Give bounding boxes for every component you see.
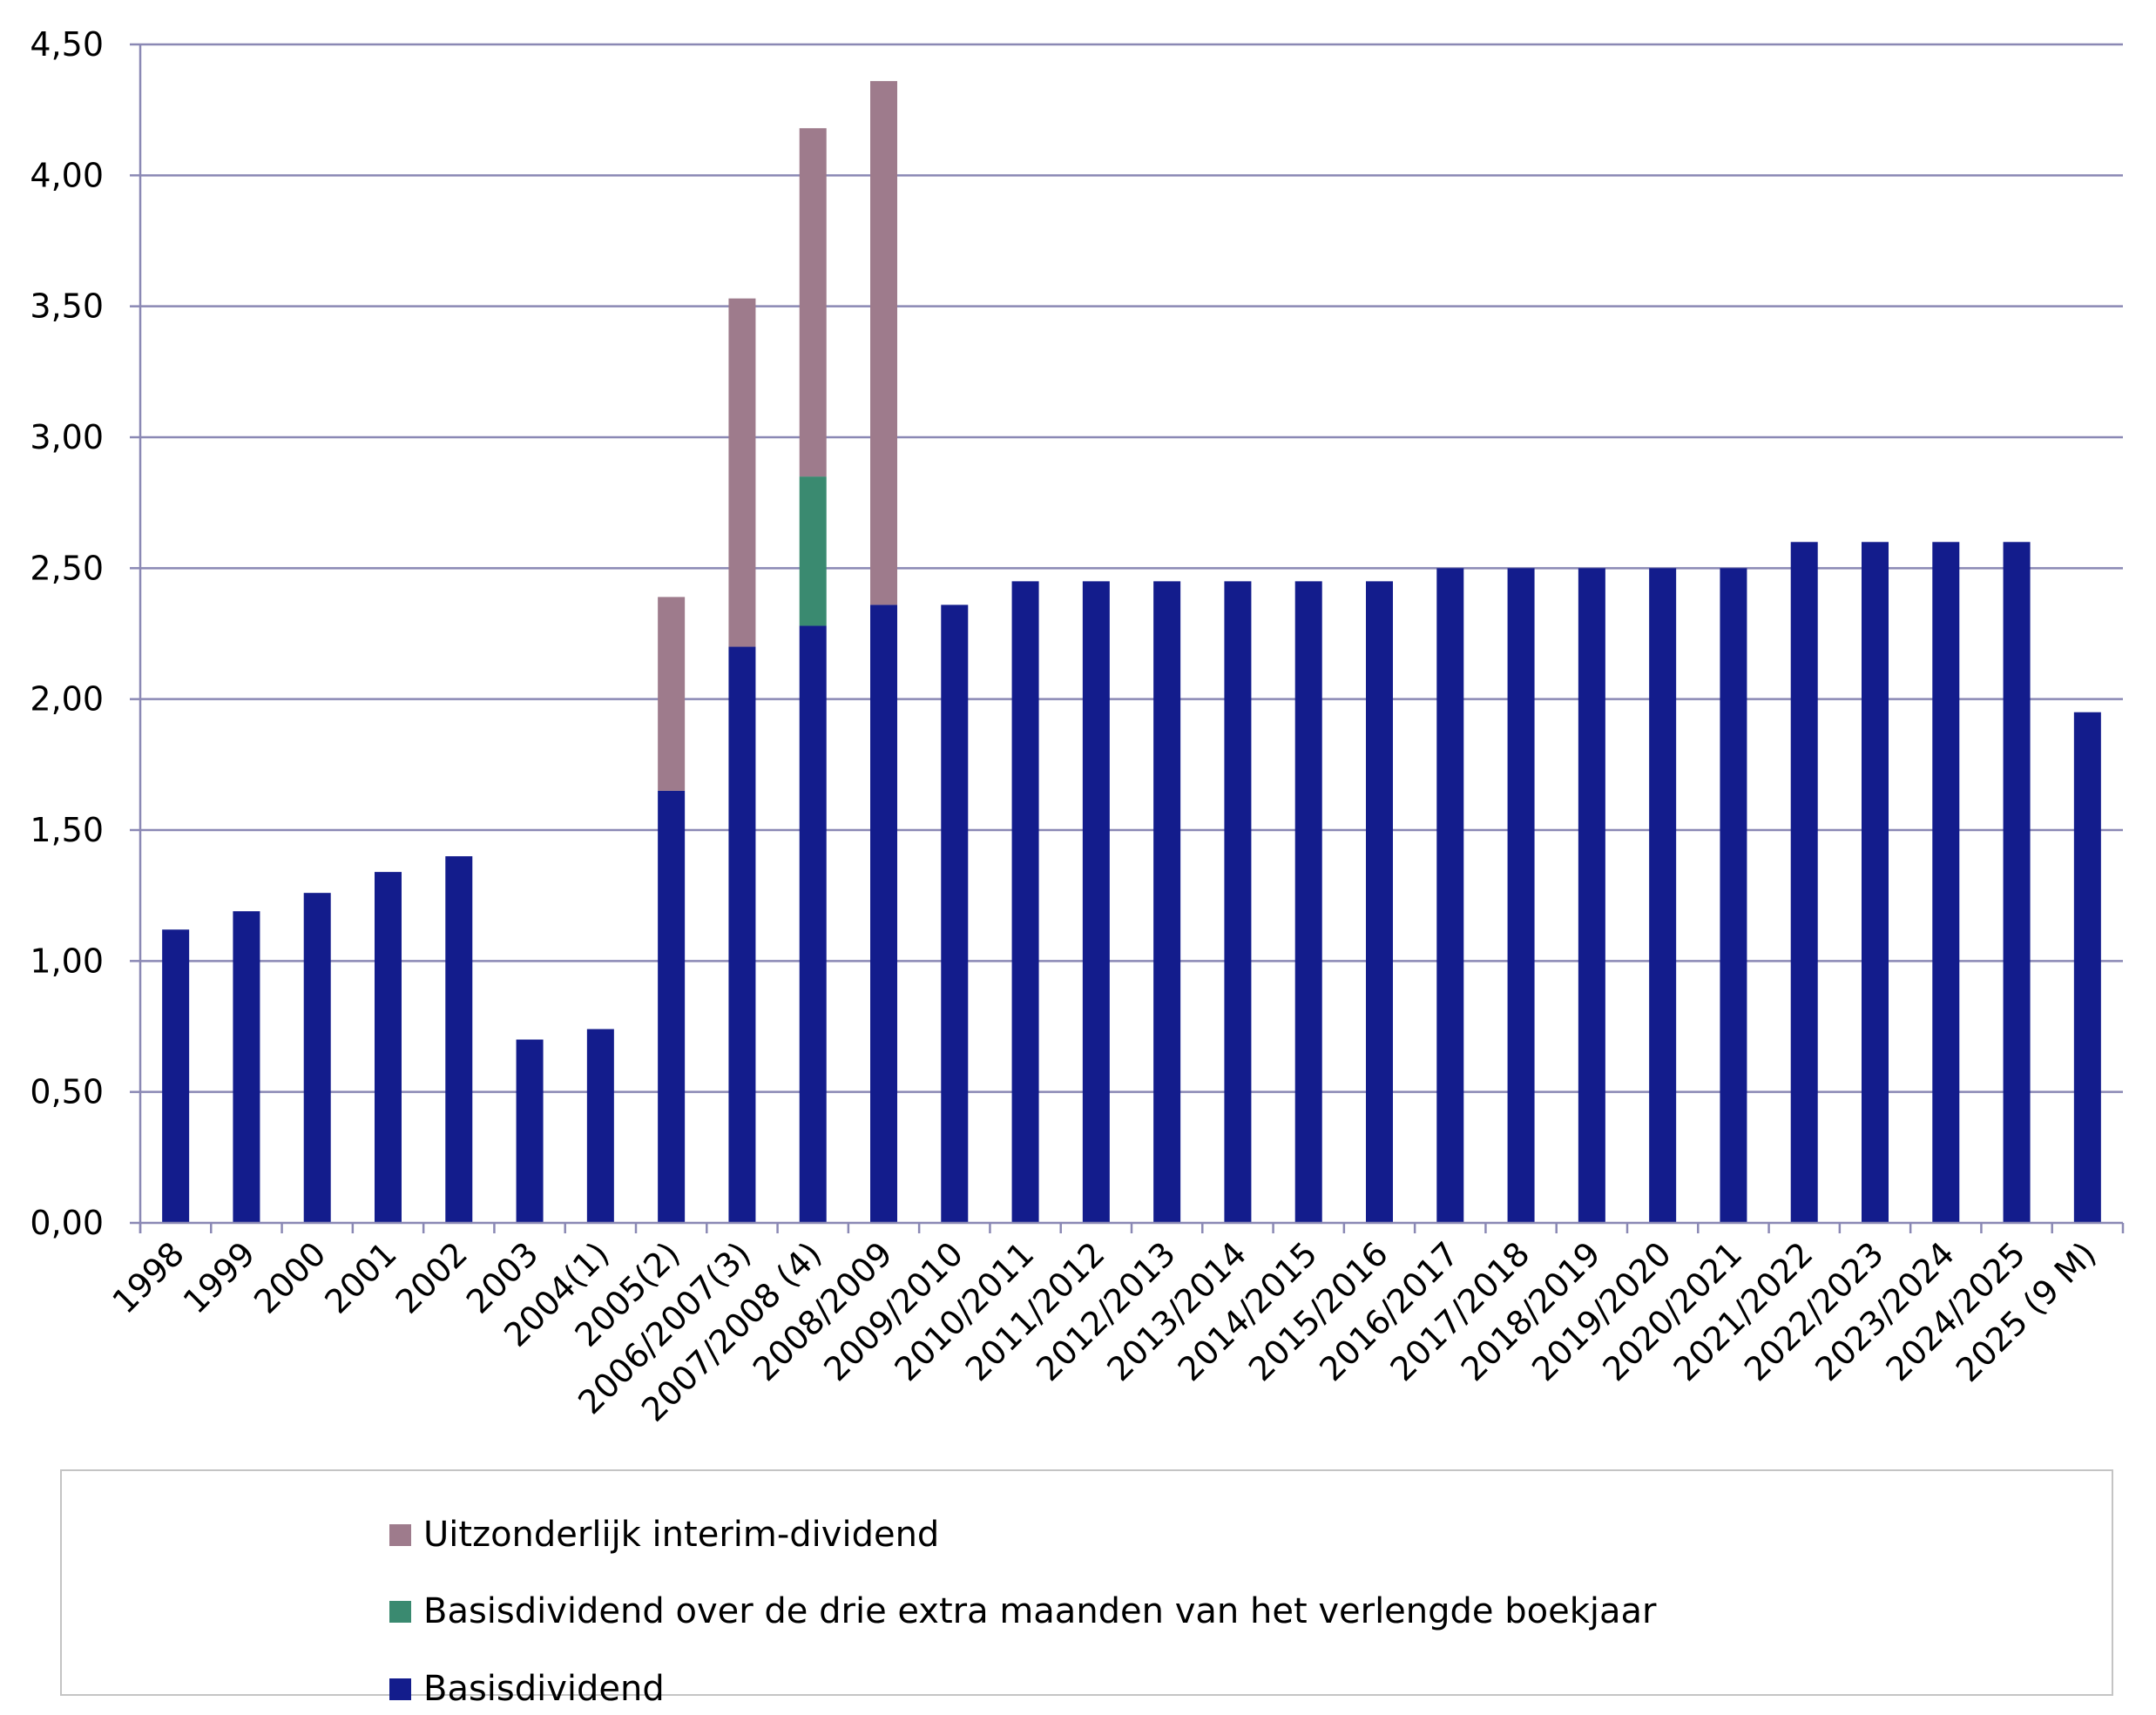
y-tick-label: 0,50	[30, 1073, 104, 1111]
bar-basis	[1649, 568, 1677, 1223]
bar-interim	[728, 298, 756, 647]
bar-basis	[1932, 542, 1960, 1223]
y-tick-label: 1,50	[30, 811, 104, 849]
bar-extra	[799, 476, 827, 626]
x-tick-label: 2000	[247, 1234, 334, 1321]
bar-basis	[516, 1039, 544, 1223]
bar-basis	[799, 625, 827, 1223]
legend-item-interim: Uitzonderlijk interim-dividend	[389, 1509, 939, 1561]
bar-basis	[303, 893, 331, 1223]
bar-basis	[2003, 542, 2031, 1223]
x-tick-labels: 1998199920002001200220032004(1)2005(2)20…	[105, 1234, 2104, 1429]
bar-interim	[658, 597, 686, 791]
legend-label-extra-months: Basisdividend over de drie extra maanden…	[423, 1591, 1657, 1631]
y-tick-label: 4,50	[30, 25, 104, 64]
y-tick-label: 2,50	[30, 549, 104, 587]
y-tick-label: 2,00	[30, 680, 104, 719]
legend: Uitzonderlijk interim-dividend Basisdivi…	[60, 1469, 2113, 1709]
bar-basis	[1224, 581, 1252, 1223]
y-tick-label: 0,00	[30, 1204, 104, 1242]
legend-item-extra-months: Basisdividend over de drie extra maanden…	[389, 1585, 1656, 1637]
legend-label-basisdividend: Basisdividend	[423, 1669, 665, 1709]
bar-basis	[728, 646, 756, 1223]
bar-basis	[1578, 568, 1605, 1223]
bar-interim	[870, 81, 897, 605]
bar-basis	[445, 856, 473, 1223]
gridlines	[140, 43, 2123, 1093]
y-tick-label: 1,00	[30, 942, 104, 980]
bar-basis	[1294, 581, 1322, 1223]
bar-basis	[1436, 568, 1464, 1223]
bar-basis	[1790, 542, 1818, 1223]
legend-item-basisdividend: Basisdividend	[389, 1663, 665, 1715]
bar-basis	[1153, 581, 1181, 1223]
bar-basis	[586, 1029, 614, 1223]
bar-basis	[1366, 581, 1393, 1223]
bar-basis	[1862, 542, 1889, 1223]
x-tick-label: 1999	[176, 1234, 263, 1321]
x-tick-label: 2002	[389, 1234, 476, 1321]
bar-basis	[1011, 581, 1039, 1223]
legend-swatch-basisdividend	[389, 1678, 411, 1700]
legend-swatch-extra-months	[389, 1600, 411, 1623]
bar-basis	[1507, 568, 1535, 1223]
bar-basis	[870, 604, 897, 1223]
dividend-bar-chart: 0,00 0,50 1,00 1,50 2,00 2,50 3,00 3,50 4,00 4,50…	[30, 25, 2125, 1429]
x-tick-label: 1998	[105, 1234, 193, 1321]
legend-label-interim: Uitzonderlijk interim-dividend	[423, 1515, 940, 1555]
bar-basis	[941, 604, 969, 1223]
bar-basis	[2073, 712, 2101, 1223]
bar-basis	[162, 929, 190, 1223]
y-tick-label: 4,00	[30, 156, 104, 194]
y-tick-label: 3,00	[30, 418, 104, 456]
x-tick-label: 2001	[317, 1234, 404, 1321]
bar-basis	[233, 911, 260, 1223]
bar-basis	[1082, 581, 1110, 1223]
bars	[162, 81, 2101, 1223]
bar-interim	[799, 128, 827, 477]
y-tick-label: 3,50	[30, 287, 104, 326]
axes	[130, 43, 2125, 1233]
legend-swatch-interim	[389, 1523, 411, 1546]
bar-basis	[658, 790, 686, 1223]
bar-basis	[1720, 568, 1747, 1223]
y-tick-labels: 0,00 0,50 1,00 1,50 2,00 2,50 3,00 3,50 4,00 4,50	[30, 25, 104, 1242]
bar-basis	[375, 872, 402, 1223]
